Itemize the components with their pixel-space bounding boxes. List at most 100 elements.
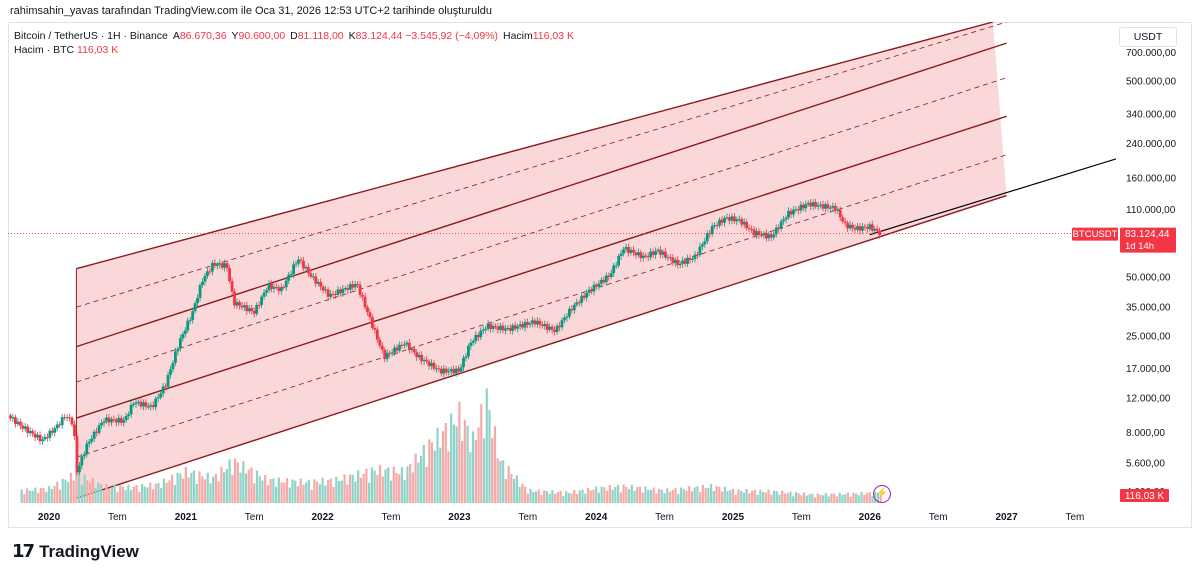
volume-bar — [614, 487, 617, 503]
candle-body — [385, 352, 389, 360]
volume-bar — [316, 481, 319, 503]
legend-symbol[interactable]: Bitcoin / TetherUS · 1H · Binance — [14, 30, 168, 42]
volume-bar — [471, 431, 475, 503]
volume-bar — [794, 492, 798, 503]
volume-bar — [348, 474, 352, 503]
volume-bar — [789, 491, 792, 503]
volume-bar — [742, 492, 746, 503]
candle-body — [779, 221, 783, 229]
volume-bar — [723, 486, 726, 503]
candle-body — [38, 434, 42, 442]
candle-body — [659, 249, 662, 255]
candle-body — [676, 259, 680, 266]
volume-bar — [75, 473, 78, 503]
lightning-icon[interactable]: ⚡ — [873, 485, 891, 503]
volume-bar — [570, 493, 573, 503]
candle-body — [526, 322, 529, 325]
volume-bar — [726, 491, 729, 503]
candle-body — [875, 228, 879, 231]
candle-body — [764, 233, 768, 239]
volume-bar — [140, 483, 144, 503]
volume-bar — [340, 480, 343, 503]
candle-body — [755, 231, 758, 236]
volume-bar — [414, 453, 417, 503]
volume-bar — [173, 485, 176, 503]
candle-body — [287, 274, 291, 281]
candle-body — [836, 209, 840, 211]
volume-bar — [228, 459, 231, 503]
candle-body — [499, 325, 502, 330]
candle-body — [686, 258, 689, 264]
volume-bar — [258, 476, 261, 503]
candle-body — [127, 414, 131, 416]
volume-bar — [668, 491, 672, 503]
legend-volume-label[interactable]: Hacim · BTC — [14, 44, 75, 56]
candle-body — [543, 323, 547, 327]
candle-body — [853, 227, 857, 230]
volume-bar — [663, 493, 666, 503]
volume-bar — [420, 455, 423, 503]
candle-body — [314, 276, 318, 284]
volume-bar — [537, 489, 540, 503]
volume-bar — [611, 489, 614, 503]
candle-body — [149, 405, 153, 407]
x-axis: 2020 Tem 2021 Tem 2022 Tem 2023 Tem 2024 Tem 2025 T… — [38, 512, 1085, 523]
volume-bar — [422, 444, 425, 503]
candle-body — [577, 302, 581, 304]
volume-bar — [846, 492, 849, 503]
volume-bar — [737, 489, 740, 503]
volume-bar — [42, 488, 45, 503]
volume-bar — [682, 488, 685, 503]
candle-body — [176, 348, 180, 352]
candle-body — [801, 204, 805, 209]
candle-body — [624, 246, 628, 250]
volume-bar — [849, 496, 852, 503]
volume-bar — [395, 472, 398, 503]
y-tick-label: 240.000,00 — [1126, 139, 1176, 150]
x-tick-label: Tem — [1066, 512, 1085, 523]
currency-button[interactable]: USDT — [1119, 27, 1177, 47]
candle-body — [430, 362, 433, 367]
volume-bar — [671, 490, 674, 503]
candle-body — [188, 319, 192, 321]
candle-body — [535, 320, 539, 325]
volume-bar — [781, 490, 784, 503]
volume-bar — [225, 469, 228, 503]
volume-bar — [606, 490, 609, 503]
candle-body — [745, 221, 749, 229]
candle-body — [238, 302, 241, 306]
candle-body — [282, 287, 286, 289]
candle-body — [60, 417, 64, 426]
candle-body — [265, 290, 268, 293]
volume-bar — [176, 472, 179, 503]
candle-body — [774, 227, 778, 235]
volume-bar — [280, 482, 283, 503]
candle-body — [412, 348, 416, 353]
volume-bar — [452, 424, 456, 503]
volume-bar — [830, 493, 833, 503]
volume-bar — [857, 495, 860, 503]
volume-bar — [581, 489, 584, 503]
volume-bar — [239, 472, 242, 503]
candle-body — [804, 204, 808, 209]
candle-body — [553, 329, 557, 333]
brand-logo[interactable]: 17 TradingView — [12, 541, 139, 562]
candle-body — [240, 305, 244, 308]
volume-bar — [362, 473, 365, 503]
candle-body — [664, 251, 667, 258]
candle-body — [183, 330, 187, 334]
volume-bar — [335, 476, 338, 503]
x-tick-label: 2020 — [38, 512, 61, 523]
candle-body — [501, 325, 505, 331]
candle-body — [65, 417, 69, 419]
candle-body — [63, 417, 67, 419]
volume-bar — [305, 482, 308, 503]
candle-body — [521, 324, 525, 328]
candle-body — [772, 234, 776, 238]
candle-body — [582, 295, 586, 298]
volume-bar — [99, 484, 103, 503]
y-tick-label: 17.000,00 — [1126, 364, 1171, 375]
candle-body — [469, 342, 473, 346]
candle-body — [395, 347, 399, 351]
